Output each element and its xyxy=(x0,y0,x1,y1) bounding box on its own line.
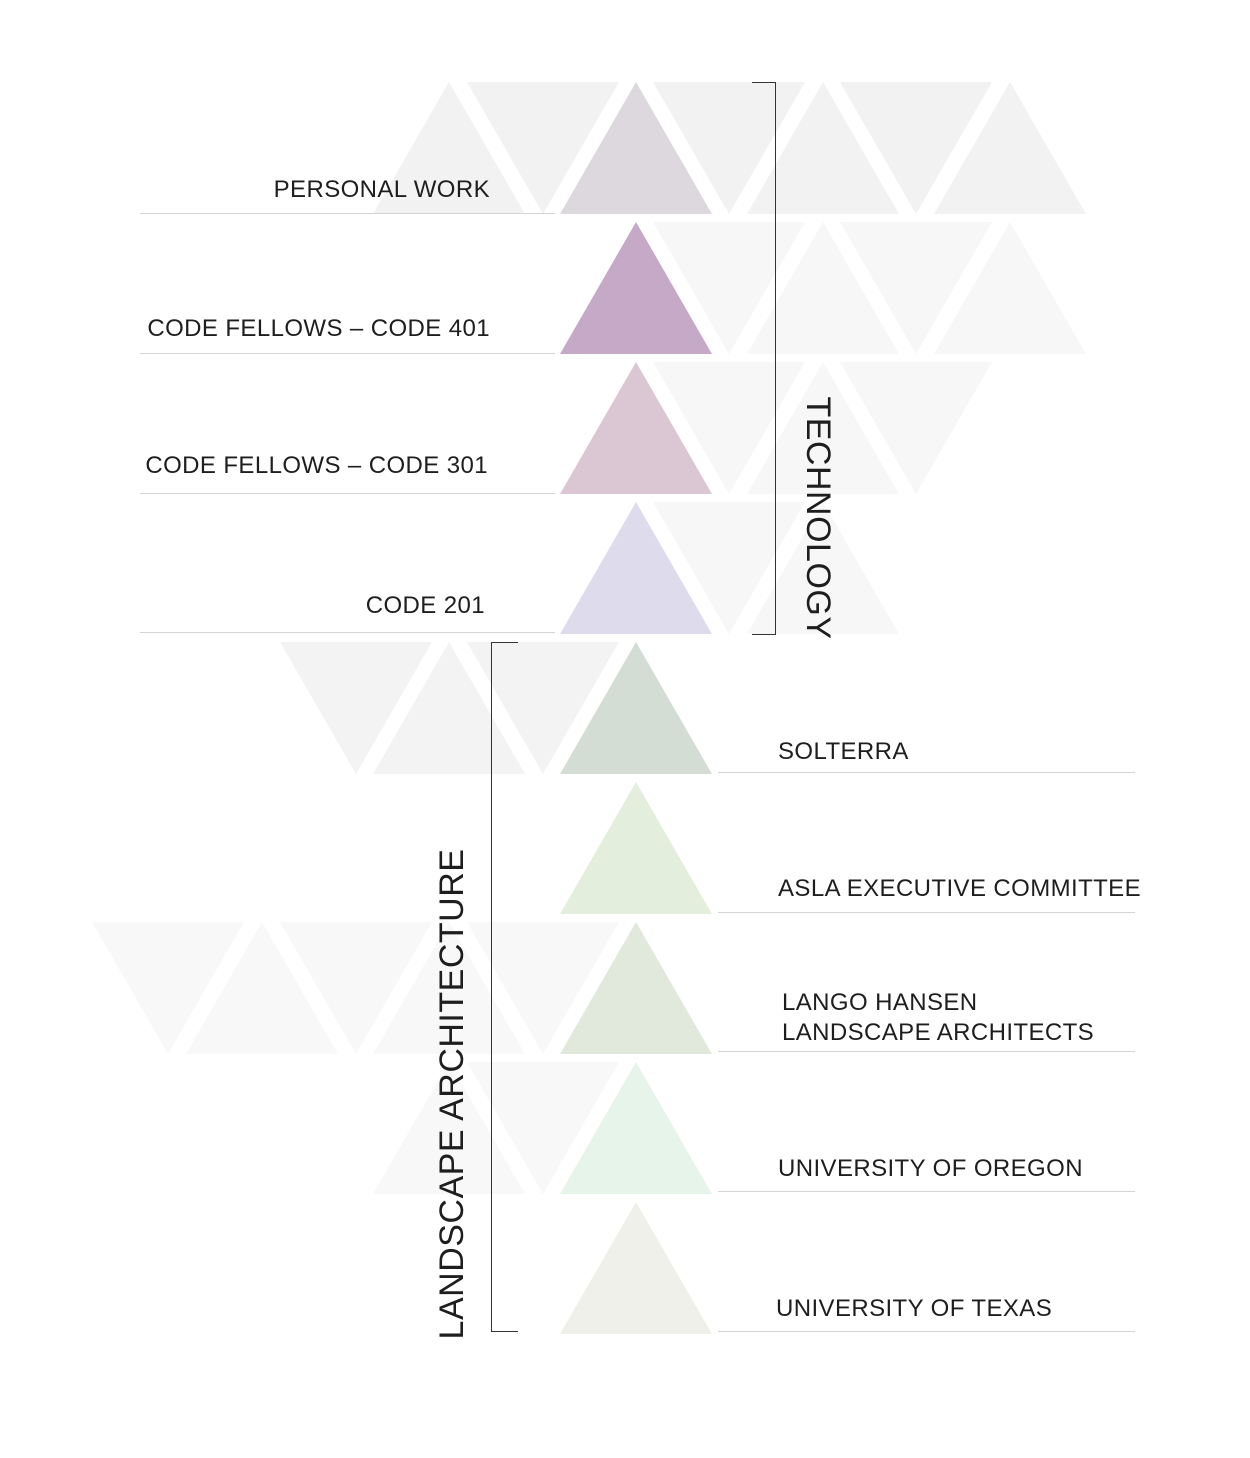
background-triangle xyxy=(747,502,899,634)
background-triangle xyxy=(934,82,1086,214)
entry-label-asla: ASLA EXECUTIVE COMMITTEE xyxy=(778,875,1142,902)
row-rule xyxy=(140,632,555,633)
row-rule xyxy=(718,772,1135,773)
entry-label-code-401: CODE FELLOWS – CODE 401 xyxy=(147,315,490,342)
background-triangle xyxy=(747,82,899,214)
entry-triangle xyxy=(560,922,712,1054)
landscape-architecture-category-label: LANDSCAPE ARCHITECTURE xyxy=(433,848,471,1340)
background-triangle xyxy=(280,922,432,1054)
entry-triangle xyxy=(560,82,712,214)
background-triangle xyxy=(373,1062,525,1194)
row-rule xyxy=(718,1191,1135,1192)
background-triangle xyxy=(467,642,619,774)
entry-triangle xyxy=(560,1062,712,1194)
background-triangle xyxy=(653,502,805,634)
entry-label-lango-hansen-line1: LANGO HANSEN xyxy=(782,989,978,1016)
entry-triangle xyxy=(560,782,712,914)
background-triangle xyxy=(467,1062,619,1194)
entry-triangle xyxy=(560,362,712,494)
row-rule xyxy=(140,493,555,494)
row-rule xyxy=(718,1051,1135,1052)
background-triangle xyxy=(747,362,899,494)
background-triangle xyxy=(373,82,525,214)
entry-label-university-of-oregon: UNIVERSITY OF OREGON xyxy=(778,1155,1083,1182)
entry-triangle xyxy=(560,222,712,354)
background-triangle xyxy=(373,922,525,1054)
background-triangle xyxy=(840,222,992,354)
entry-label-university-of-texas: UNIVERSITY OF TEXAS xyxy=(776,1295,1053,1322)
background-triangle xyxy=(840,82,992,214)
entry-label-code-301: CODE FELLOWS – CODE 301 xyxy=(145,452,488,479)
background-triangle xyxy=(467,82,619,214)
background-triangle xyxy=(653,82,805,214)
row-rule xyxy=(718,1331,1135,1332)
background-triangle xyxy=(280,642,432,774)
background-triangle xyxy=(840,362,992,494)
background-triangle xyxy=(467,922,619,1054)
background-triangle xyxy=(653,222,805,354)
background-triangle xyxy=(747,222,899,354)
landscape-architecture-bracket xyxy=(491,642,518,1332)
entry-triangle xyxy=(560,642,712,774)
entry-label-lango-hansen-line2: LANDSCAPE ARCHITECTS xyxy=(782,1019,1095,1046)
entry-triangle xyxy=(560,502,712,634)
row-rule xyxy=(718,912,1135,913)
background-triangle xyxy=(92,922,244,1054)
row-rule xyxy=(140,353,555,354)
background-triangle xyxy=(186,922,338,1054)
entry-label-code-201: CODE 201 xyxy=(365,592,485,619)
entry-label-solterra: SOLTERRA xyxy=(778,738,909,765)
technology-category-label: TECHNOLOGY xyxy=(799,396,837,640)
entry-label-personal-work: PERSONAL WORK xyxy=(273,176,490,203)
row-rule xyxy=(140,213,555,214)
technology-bracket xyxy=(752,82,776,635)
background-triangle xyxy=(934,222,1086,354)
background-triangle xyxy=(653,362,805,494)
entry-triangle xyxy=(560,1202,712,1334)
background-triangle xyxy=(373,642,525,774)
